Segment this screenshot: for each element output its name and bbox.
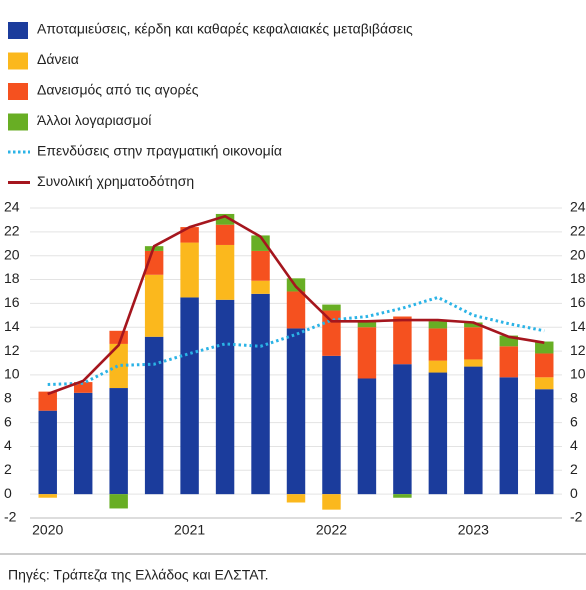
bar-segment: [499, 346, 519, 378]
bar-segment: [322, 494, 341, 510]
legend-swatch: [8, 113, 28, 131]
bar-segment: [286, 328, 306, 495]
y-tick-label: 0: [4, 485, 12, 501]
legend-label: Δάνεια: [37, 51, 79, 67]
bar-segment: [144, 274, 164, 337]
bar-segment: [215, 244, 235, 300]
bar-segment: [535, 377, 554, 390]
line-series: [47, 295, 545, 386]
y2-tick-label: 10: [570, 366, 586, 382]
bar-segment: [109, 494, 128, 509]
bar-segment: [357, 321, 377, 328]
bar-segment: [393, 364, 412, 495]
legend-label: Δανεισμός από τις αγορές: [37, 82, 199, 98]
y2-tick-label: 2: [570, 461, 578, 477]
bar-segment: [428, 321, 448, 329]
bar-segment: [535, 389, 554, 495]
bar-segment: [535, 353, 554, 378]
bar-segment: [215, 299, 235, 495]
bar-segment: [535, 341, 554, 354]
y2-tick-label: 4: [570, 437, 578, 453]
legend-swatch: [8, 52, 28, 70]
bar-segment: [357, 327, 377, 379]
y-tick-label: 4: [4, 437, 12, 453]
bar-segment: [38, 391, 57, 411]
bar-segment: [322, 304, 341, 311]
y-tick-label: 18: [4, 270, 20, 286]
y2-tick-label: 0: [570, 485, 578, 501]
y2-tick-label: 20: [570, 246, 586, 262]
y2-tick-label: 6: [570, 413, 578, 429]
bar-segment: [286, 291, 306, 329]
line-series: [47, 215, 545, 396]
bar-segment: [109, 388, 128, 495]
x-tick-label: 2022: [316, 522, 347, 538]
y2-tick-label: 24: [570, 199, 586, 215]
y2-tick-label: 12: [570, 342, 586, 358]
legend-label: Αποταμιεύσεις, κέρδη και καθαρές κεφαλαι…: [37, 21, 413, 37]
y2-tick-label: 8: [570, 389, 578, 405]
legend-label: Συνολική χρηματοδότηση: [37, 173, 194, 189]
bar-segment: [464, 366, 483, 495]
bar-segment: [180, 242, 199, 298]
y2-tick-label: 22: [570, 223, 586, 239]
bar-segment: [464, 322, 483, 328]
y-tick-label: 12: [4, 342, 20, 358]
legend-swatch: [8, 83, 28, 100]
bar-segment: [73, 382, 93, 393]
y-tick-label: -2: [4, 509, 17, 525]
bar-segment: [180, 297, 199, 495]
bar-segment: [464, 327, 483, 360]
bar-segment: [322, 355, 341, 495]
y-tick-label: 16: [4, 294, 20, 310]
y-tick-label: 24: [4, 199, 20, 215]
bar-segment: [393, 316, 412, 365]
bar-segment: [251, 250, 270, 281]
bar-segment: [286, 494, 306, 503]
legend-swatch: [8, 22, 28, 39]
legend-label: Επενδύσεις στην πραγματική οικονομία: [37, 143, 282, 159]
x-tick-label: 2021: [174, 522, 205, 538]
legend-label: Άλλοι λογαριασμοί: [37, 112, 151, 128]
bar-segment: [38, 410, 57, 495]
bar-segment: [428, 372, 448, 495]
bar-segment: [251, 235, 270, 251]
y-tick-label: 6: [4, 413, 12, 429]
bar-segment: [215, 213, 235, 225]
bar-segment: [499, 377, 519, 495]
y-tick-label: 10: [4, 366, 20, 382]
bar-segment: [322, 310, 341, 356]
bar-segment: [428, 328, 448, 361]
x-tick-label: 2023: [458, 522, 489, 538]
bar-segment: [38, 494, 57, 498]
bar-segment: [215, 224, 235, 245]
bar-segment: [393, 494, 412, 498]
bar-segment: [251, 293, 270, 495]
bar-segment: [428, 360, 448, 373]
y-tick-label: 2: [4, 461, 12, 477]
y-tick-label: 14: [4, 318, 20, 334]
bar-segment: [357, 378, 377, 495]
y2-tick-label: 18: [570, 270, 586, 286]
bar-segment: [464, 359, 483, 367]
bar-segment: [144, 336, 164, 495]
bar-segment: [73, 392, 93, 495]
x-tick-label: 2020: [32, 522, 63, 538]
bar-segment: [109, 343, 128, 389]
y2-tick-label: 14: [570, 318, 586, 334]
y-tick-label: 22: [4, 223, 20, 239]
y-tick-label: 8: [4, 389, 12, 405]
bar-segment: [499, 335, 519, 347]
y2-tick-label: -2: [570, 509, 583, 525]
source-note: Πηγές: Τράπεζα της Ελλάδος και ΕΛΣΤΑΤ.: [8, 567, 269, 583]
y2-tick-label: 16: [570, 294, 586, 310]
bar-segment: [251, 280, 270, 294]
y-tick-label: 20: [4, 246, 20, 262]
